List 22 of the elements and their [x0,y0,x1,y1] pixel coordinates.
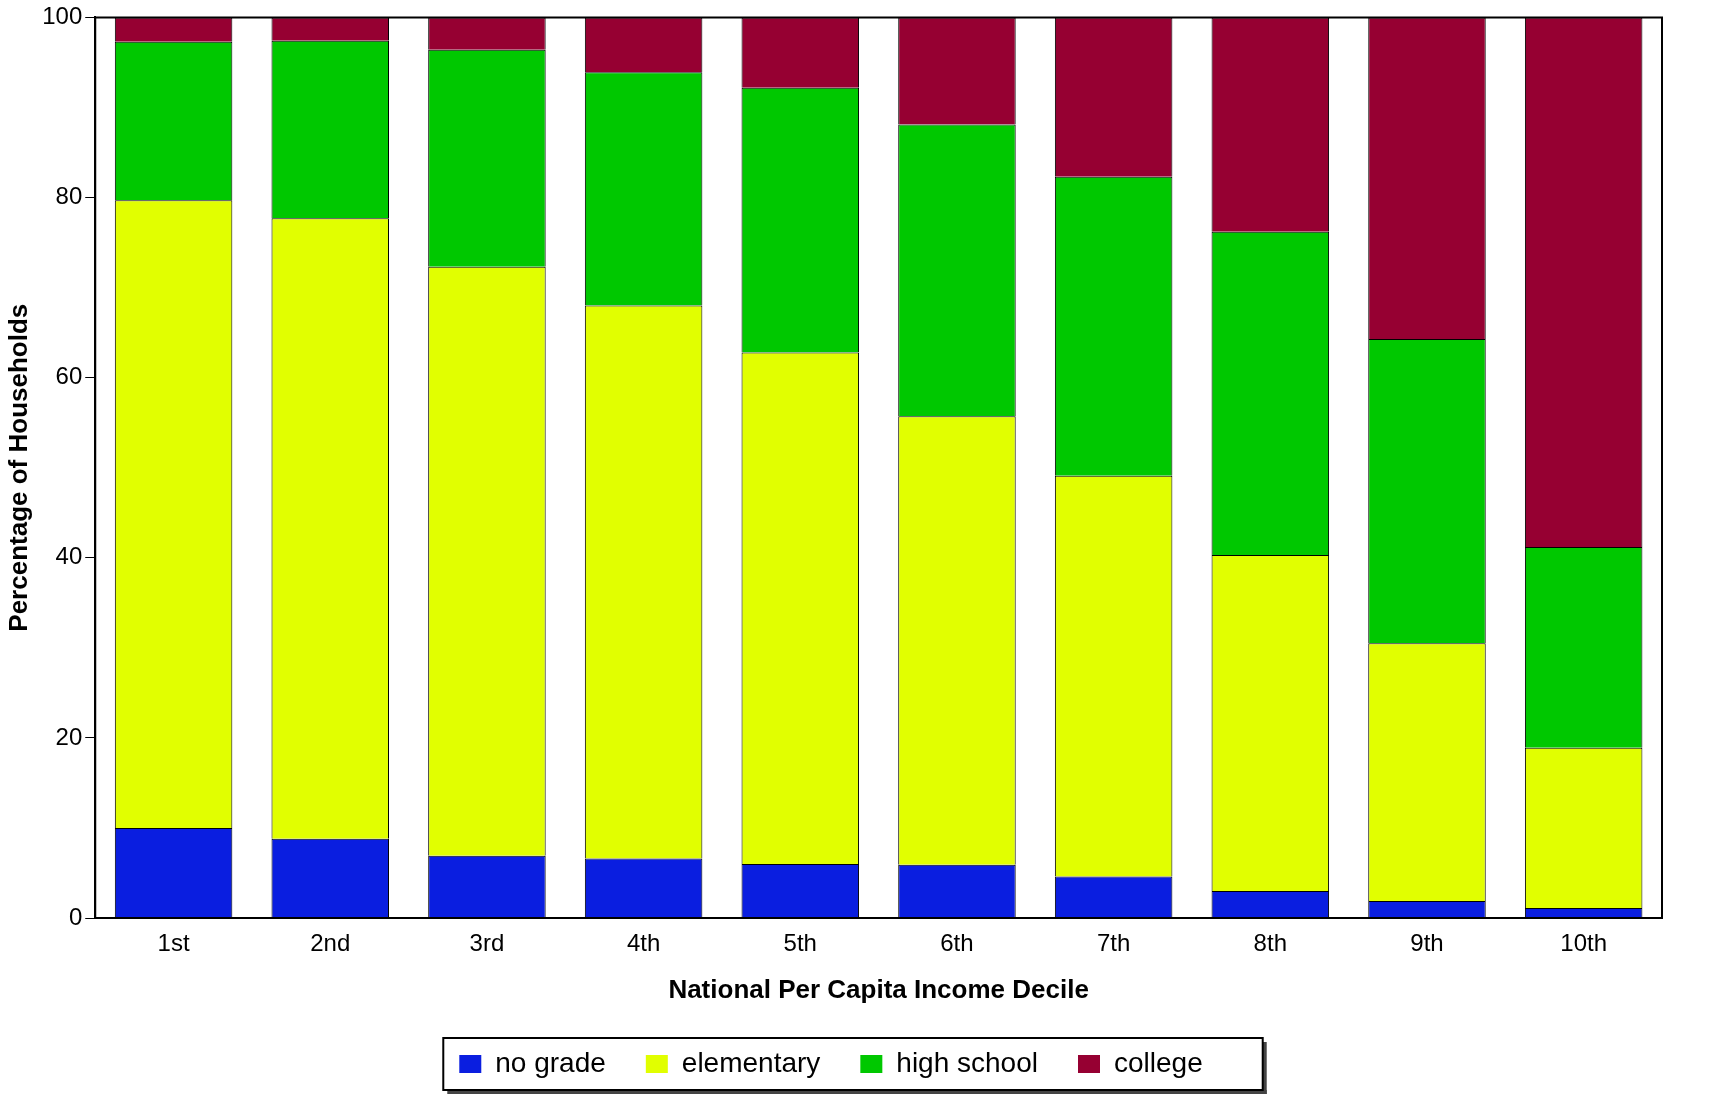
x-axis-title: National Per Capita Income Decile [668,973,1089,1004]
y-tick-label: 80 [55,182,83,210]
x-tick-label: 6th [940,929,974,957]
y-tick-label: 100 [42,2,83,30]
y-tick-label: 20 [55,722,83,750]
legend-label: high school [896,1046,1038,1078]
x-tick-label: 1st [157,929,190,957]
y-tick-label: 0 [68,902,83,930]
legend-label: no grade [495,1046,606,1078]
y-tick-label: 40 [55,542,83,570]
y-tick-label: 60 [55,362,83,390]
x-tick-label: 9th [1410,929,1444,957]
legend-label: college [1113,1046,1203,1078]
x-tick-label: 4th [626,929,661,957]
x-tick-label: 8th [1253,929,1287,957]
x-tick-label: 10th [1560,929,1608,957]
y-axis-title: Percentage of Households [2,303,33,632]
x-tick-label: 5th [783,929,817,957]
x-tick-label: 3rd [469,929,505,957]
legend-label: elementary [681,1046,821,1078]
x-tick-label: 2nd [310,929,351,957]
x-tick-label: 7th [1096,929,1131,957]
